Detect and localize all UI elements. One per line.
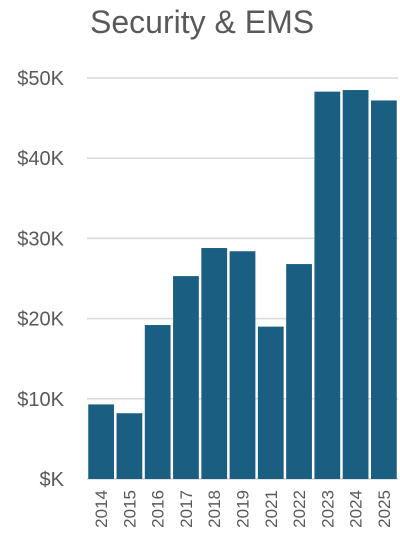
chart-title: Security & EMS [90, 4, 315, 40]
bar-2015 [116, 413, 143, 479]
x-tick-label: 2015 [120, 490, 139, 528]
bar-2019 [229, 251, 256, 479]
x-tick-label: 2019 [234, 490, 253, 528]
x-tick-label: 2023 [318, 490, 337, 528]
bars [88, 90, 397, 480]
x-tick-label: 2024 [347, 490, 366, 528]
y-tick-label: $10K [17, 389, 64, 411]
x-tick-label: 2016 [149, 490, 168, 528]
y-tick-label: $40K [17, 148, 64, 170]
y-axis-tick-labels: $K $10K $20K $30K $40K $50K [17, 68, 64, 491]
x-tick-label: 2022 [290, 490, 309, 528]
x-tick-label: 2021 [262, 490, 281, 528]
x-axis-tick-labels: 2014 2015 2016 2017 2018 2019 2021 2022 2023 2024… [92, 490, 394, 528]
bar-2016 [144, 325, 171, 479]
y-tick-label: $20K [17, 309, 64, 331]
bar-2025 [370, 100, 397, 480]
bar-2024 [342, 90, 369, 479]
bar-2021 [257, 326, 284, 479]
y-tick-label: $50K [17, 68, 64, 90]
x-tick-label: 2018 [205, 490, 224, 528]
bar-2014 [88, 404, 115, 479]
bar-2022 [286, 264, 312, 479]
y-tick-label: $K [40, 469, 65, 491]
x-tick-label: 2014 [92, 490, 111, 528]
bar-2023 [314, 91, 341, 479]
x-tick-label: 2017 [177, 490, 196, 528]
y-tick-label: $30K [17, 228, 64, 250]
bar-2018 [201, 248, 228, 479]
x-tick-label: 2025 [375, 490, 394, 528]
bar-2017 [173, 276, 199, 479]
